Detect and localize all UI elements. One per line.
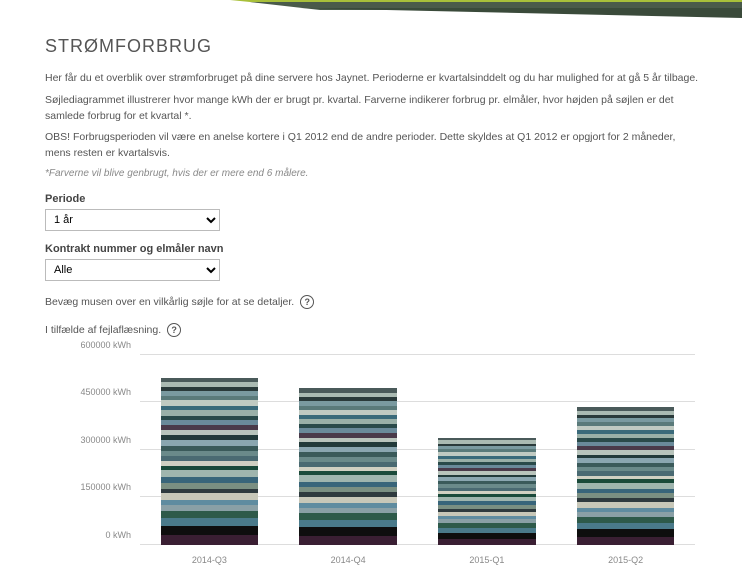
chart-bar-segment — [161, 470, 259, 477]
chart-bar-segment — [299, 527, 397, 536]
footnote: *Farverne vil blive genbrugt, hvis der e… — [45, 168, 702, 179]
chart-bar-segment — [299, 536, 397, 545]
chart-bar-segment — [577, 529, 675, 537]
chart-bar-segment — [577, 537, 675, 545]
chart-bars — [140, 355, 695, 545]
y-tick-label: 600000 kWh — [80, 340, 131, 350]
chart-bar[interactable] — [438, 434, 536, 545]
y-tick-label: 150000 kWh — [80, 482, 131, 492]
help-icon[interactable]: ? — [167, 323, 181, 337]
x-tick-label: 2015-Q2 — [565, 555, 687, 565]
intro-paragraph-1: Her får du et overblik over strømforbrug… — [45, 71, 702, 87]
x-tick-label: 2014-Q4 — [287, 555, 409, 565]
chart-bar[interactable] — [161, 372, 259, 545]
y-tick-label: 450000 kWh — [80, 387, 131, 397]
contract-select[interactable]: Alle — [45, 259, 220, 281]
intro-paragraph-3: OBS! Forbrugsperioden vil være en anelse… — [45, 130, 702, 162]
usage-chart: 0 kWh150000 kWh300000 kWh450000 kWh60000… — [45, 355, 695, 565]
y-tick-label: 300000 kWh — [80, 435, 131, 445]
x-tick-label: 2014-Q3 — [148, 555, 270, 565]
hover-hint: Bevæg musen over en vilkårlig søjle for … — [45, 296, 294, 308]
intro-paragraph-2: Søjlediagrammet illustrerer hvor mange k… — [45, 93, 702, 125]
chart-bar-segment — [161, 526, 259, 535]
chart-bar-segment — [438, 539, 536, 545]
chart-bar-segment — [161, 511, 259, 518]
help-icon[interactable]: ? — [300, 295, 314, 309]
x-tick-label: 2015-Q1 — [426, 555, 548, 565]
period-select[interactable]: 1 år — [45, 209, 220, 231]
error-hint: I tilfælde af fejlaflæsning. — [45, 324, 161, 336]
page-title: STRØMFORBRUG — [45, 36, 702, 57]
chart-bar-segment — [299, 520, 397, 527]
period-label: Periode — [45, 193, 702, 205]
chart-x-axis: 2014-Q3 2014-Q4 2015-Q1 2015-Q2 — [140, 555, 695, 565]
chart-bar[interactable] — [299, 383, 397, 545]
chart-bar-segment — [161, 535, 259, 544]
chart-y-axis: 0 kWh150000 kWh300000 kWh450000 kWh60000… — [45, 355, 135, 545]
y-tick-label: 0 kWh — [105, 530, 131, 540]
chart-bar-segment — [161, 518, 259, 526]
header-banner — [0, 0, 742, 18]
contract-label: Kontrakt nummer og elmåler navn — [45, 243, 702, 255]
chart-bar[interactable] — [577, 402, 675, 545]
